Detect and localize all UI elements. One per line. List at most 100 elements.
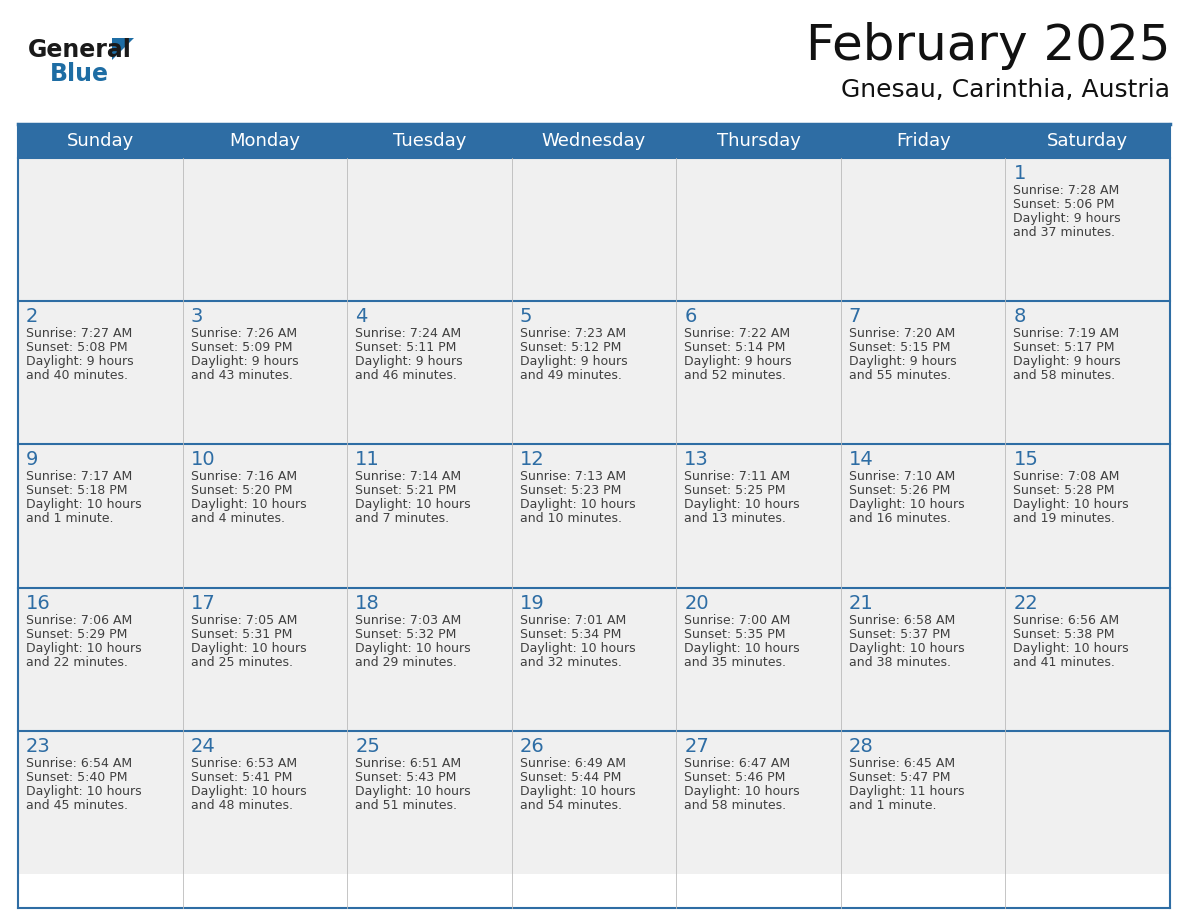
Text: Sunrise: 6:54 AM: Sunrise: 6:54 AM xyxy=(26,756,132,770)
Text: and 55 minutes.: and 55 minutes. xyxy=(849,369,950,382)
Text: Sunrise: 6:49 AM: Sunrise: 6:49 AM xyxy=(519,756,626,770)
Text: Daylight: 10 hours: Daylight: 10 hours xyxy=(684,498,800,511)
Text: Daylight: 9 hours: Daylight: 9 hours xyxy=(355,355,463,368)
Text: Sunset: 5:44 PM: Sunset: 5:44 PM xyxy=(519,771,621,784)
Text: Sunset: 5:09 PM: Sunset: 5:09 PM xyxy=(190,341,292,354)
Text: and 52 minutes.: and 52 minutes. xyxy=(684,369,786,382)
Text: Friday: Friday xyxy=(896,132,950,150)
Text: 13: 13 xyxy=(684,451,709,469)
Text: General: General xyxy=(29,38,132,62)
Text: Sunset: 5:41 PM: Sunset: 5:41 PM xyxy=(190,771,292,784)
Text: 2: 2 xyxy=(26,308,38,326)
Text: Sunset: 5:32 PM: Sunset: 5:32 PM xyxy=(355,628,456,641)
Bar xyxy=(18,301,1170,444)
Text: Sunrise: 7:16 AM: Sunrise: 7:16 AM xyxy=(190,470,297,484)
Text: 7: 7 xyxy=(849,308,861,326)
Text: and 49 minutes.: and 49 minutes. xyxy=(519,369,621,382)
Text: and 38 minutes.: and 38 minutes. xyxy=(849,655,950,668)
Text: Sunset: 5:18 PM: Sunset: 5:18 PM xyxy=(26,485,127,498)
Text: Sunrise: 7:22 AM: Sunrise: 7:22 AM xyxy=(684,327,790,341)
Text: Daylight: 9 hours: Daylight: 9 hours xyxy=(849,355,956,368)
Text: Sunrise: 6:47 AM: Sunrise: 6:47 AM xyxy=(684,756,790,770)
Bar xyxy=(18,444,1170,588)
Text: Monday: Monday xyxy=(229,132,301,150)
Text: Daylight: 10 hours: Daylight: 10 hours xyxy=(1013,642,1129,655)
Text: Sunset: 5:29 PM: Sunset: 5:29 PM xyxy=(26,628,127,641)
Text: 10: 10 xyxy=(190,451,215,469)
Text: Saturday: Saturday xyxy=(1047,132,1129,150)
Text: Sunset: 5:28 PM: Sunset: 5:28 PM xyxy=(1013,485,1114,498)
Text: Wednesday: Wednesday xyxy=(542,132,646,150)
Text: Sunset: 5:14 PM: Sunset: 5:14 PM xyxy=(684,341,785,354)
Text: and 1 minute.: and 1 minute. xyxy=(26,512,114,525)
Text: Daylight: 10 hours: Daylight: 10 hours xyxy=(190,785,307,798)
Text: and 10 minutes.: and 10 minutes. xyxy=(519,512,621,525)
Text: Sunset: 5:23 PM: Sunset: 5:23 PM xyxy=(519,485,621,498)
Text: Sunrise: 7:01 AM: Sunrise: 7:01 AM xyxy=(519,613,626,627)
Text: Sunrise: 7:26 AM: Sunrise: 7:26 AM xyxy=(190,327,297,341)
Text: Sunrise: 7:27 AM: Sunrise: 7:27 AM xyxy=(26,327,132,341)
Text: Daylight: 10 hours: Daylight: 10 hours xyxy=(355,498,470,511)
Text: 22: 22 xyxy=(1013,594,1038,612)
Text: Sunset: 5:46 PM: Sunset: 5:46 PM xyxy=(684,771,785,784)
Text: Daylight: 10 hours: Daylight: 10 hours xyxy=(26,785,141,798)
Text: 27: 27 xyxy=(684,737,709,756)
Text: Sunrise: 7:28 AM: Sunrise: 7:28 AM xyxy=(1013,184,1119,197)
Text: and 51 minutes.: and 51 minutes. xyxy=(355,799,457,812)
Text: Sunrise: 6:56 AM: Sunrise: 6:56 AM xyxy=(1013,613,1119,627)
Text: 28: 28 xyxy=(849,737,873,756)
Text: Sunrise: 7:00 AM: Sunrise: 7:00 AM xyxy=(684,613,791,627)
Text: Sunset: 5:34 PM: Sunset: 5:34 PM xyxy=(519,628,621,641)
Polygon shape xyxy=(112,38,134,60)
Text: Sunrise: 7:19 AM: Sunrise: 7:19 AM xyxy=(1013,327,1119,341)
Text: Sunrise: 7:14 AM: Sunrise: 7:14 AM xyxy=(355,470,461,484)
Text: Sunset: 5:20 PM: Sunset: 5:20 PM xyxy=(190,485,292,498)
Text: 24: 24 xyxy=(190,737,215,756)
Text: 19: 19 xyxy=(519,594,544,612)
Text: Sunset: 5:47 PM: Sunset: 5:47 PM xyxy=(849,771,950,784)
Text: and 29 minutes.: and 29 minutes. xyxy=(355,655,457,668)
Text: Sunrise: 7:17 AM: Sunrise: 7:17 AM xyxy=(26,470,132,484)
Text: Daylight: 10 hours: Daylight: 10 hours xyxy=(684,785,800,798)
Text: 25: 25 xyxy=(355,737,380,756)
Text: Daylight: 10 hours: Daylight: 10 hours xyxy=(849,642,965,655)
Text: and 22 minutes.: and 22 minutes. xyxy=(26,655,128,668)
Text: Thursday: Thursday xyxy=(716,132,801,150)
Text: 3: 3 xyxy=(190,308,203,326)
Text: 20: 20 xyxy=(684,594,709,612)
Text: 9: 9 xyxy=(26,451,38,469)
Bar xyxy=(18,588,1170,731)
Bar xyxy=(18,731,1170,874)
Text: and 13 minutes.: and 13 minutes. xyxy=(684,512,786,525)
Text: Sunset: 5:38 PM: Sunset: 5:38 PM xyxy=(1013,628,1114,641)
Text: and 1 minute.: and 1 minute. xyxy=(849,799,936,812)
Text: February 2025: February 2025 xyxy=(805,22,1170,70)
Text: Sunrise: 6:53 AM: Sunrise: 6:53 AM xyxy=(190,756,297,770)
Text: Sunrise: 7:11 AM: Sunrise: 7:11 AM xyxy=(684,470,790,484)
Text: Daylight: 9 hours: Daylight: 9 hours xyxy=(684,355,792,368)
Text: Sunset: 5:17 PM: Sunset: 5:17 PM xyxy=(1013,341,1114,354)
Text: 5: 5 xyxy=(519,308,532,326)
Text: Gnesau, Carinthia, Austria: Gnesau, Carinthia, Austria xyxy=(841,78,1170,102)
Text: Daylight: 9 hours: Daylight: 9 hours xyxy=(1013,355,1121,368)
Text: Daylight: 9 hours: Daylight: 9 hours xyxy=(26,355,133,368)
Text: Daylight: 10 hours: Daylight: 10 hours xyxy=(519,785,636,798)
Bar xyxy=(18,158,1170,301)
Text: Sunrise: 7:24 AM: Sunrise: 7:24 AM xyxy=(355,327,461,341)
Text: Sunset: 5:37 PM: Sunset: 5:37 PM xyxy=(849,628,950,641)
Text: and 40 minutes.: and 40 minutes. xyxy=(26,369,128,382)
Text: Daylight: 10 hours: Daylight: 10 hours xyxy=(519,498,636,511)
Text: and 45 minutes.: and 45 minutes. xyxy=(26,799,128,812)
Text: and 48 minutes.: and 48 minutes. xyxy=(190,799,292,812)
Text: Sunrise: 7:10 AM: Sunrise: 7:10 AM xyxy=(849,470,955,484)
Text: 11: 11 xyxy=(355,451,380,469)
Text: Daylight: 10 hours: Daylight: 10 hours xyxy=(355,785,470,798)
Text: Sunset: 5:06 PM: Sunset: 5:06 PM xyxy=(1013,198,1114,211)
Text: 14: 14 xyxy=(849,451,873,469)
Text: and 19 minutes.: and 19 minutes. xyxy=(1013,512,1116,525)
Text: Sunrise: 7:08 AM: Sunrise: 7:08 AM xyxy=(1013,470,1120,484)
Text: 26: 26 xyxy=(519,737,544,756)
Text: Sunrise: 7:03 AM: Sunrise: 7:03 AM xyxy=(355,613,461,627)
Text: Sunrise: 7:05 AM: Sunrise: 7:05 AM xyxy=(190,613,297,627)
Text: Tuesday: Tuesday xyxy=(393,132,466,150)
